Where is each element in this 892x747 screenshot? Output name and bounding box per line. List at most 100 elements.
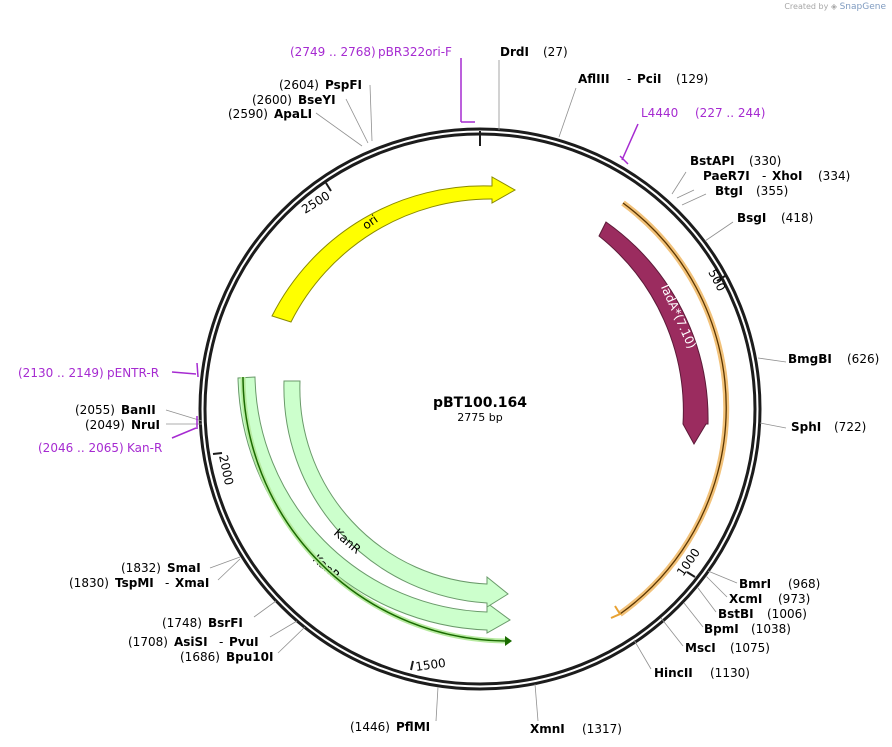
svg-text:(1830): (1830) — [69, 576, 109, 590]
site-afliii-pcii[interactable]: AflIII - PciI (129) — [578, 72, 708, 86]
feature-ori[interactable] — [271, 176, 517, 323]
svg-text:HincII: HincII — [654, 666, 693, 680]
svg-text:BsrFI: BsrFI — [208, 616, 243, 630]
svg-text:AflIII: AflIII — [578, 72, 610, 86]
svg-text:(1317): (1317) — [582, 722, 622, 736]
svg-text:(355): (355) — [756, 184, 788, 198]
svg-text:(334): (334) — [818, 169, 850, 183]
svg-text:XcmI: XcmI — [729, 592, 762, 606]
svg-text:L4440: L4440 — [641, 106, 678, 120]
site-xmni[interactable]: XmnI (1317) — [530, 722, 622, 736]
svg-text:AsiSI: AsiSI — [174, 635, 208, 649]
svg-text:Kan-R: Kan-R — [127, 441, 162, 455]
svg-text:-: - — [627, 72, 631, 86]
svg-text:pBR322ori-F: pBR322ori-F — [378, 45, 452, 59]
svg-text:(1686): (1686) — [180, 650, 220, 664]
tick-2000: 2000 — [212, 452, 236, 487]
svg-text:2000: 2000 — [216, 454, 236, 487]
svg-text:BseYI: BseYI — [298, 93, 336, 107]
site-apali[interactable]: (2590) ApaLI — [228, 107, 312, 121]
primer-markers — [171, 58, 639, 439]
site-smai[interactable]: (1832) SmaI — [121, 561, 201, 575]
site-sphi[interactable]: SphI (722) — [791, 420, 866, 434]
site-nrui[interactable]: (2049) NruI — [85, 418, 160, 432]
svg-text:DrdI: DrdI — [500, 45, 529, 59]
primer-pbr322ori-f[interactable]: (2749 .. 2768) pBR322ori-F — [290, 45, 452, 59]
svg-text:-: - — [219, 635, 223, 649]
svg-text:BtgI: BtgI — [715, 184, 743, 198]
site-pflmi[interactable]: (1446) PflMI — [350, 720, 430, 734]
site-bsrfi[interactable]: (1748) BsrFI — [162, 616, 243, 630]
svg-text:(330): (330) — [749, 154, 781, 168]
svg-text:BanII: BanII — [121, 403, 156, 417]
site-bsgi[interactable]: BsgI (418) — [737, 211, 813, 225]
site-drdi[interactable]: DrdI (27) — [500, 45, 568, 59]
svg-text:(1075): (1075) — [730, 641, 770, 655]
feature-kanr-inner[interactable] — [283, 380, 509, 608]
svg-text:(227 .. 244): (227 .. 244) — [695, 106, 765, 120]
svg-text:(2590): (2590) — [228, 107, 268, 121]
site-bpmi[interactable]: BpmI (1038) — [704, 622, 791, 636]
svg-text:(1708): (1708) — [128, 635, 168, 649]
svg-text:(1130): (1130) — [710, 666, 750, 680]
svg-text:(973): (973) — [778, 592, 810, 606]
svg-text:(2130 .. 2149): (2130 .. 2149) — [18, 366, 104, 380]
site-btgi[interactable]: BtgI (355) — [715, 184, 788, 198]
backbone-outer — [198, 127, 762, 691]
svg-text:SphI: SphI — [791, 420, 821, 434]
site-bpu10i[interactable]: (1686) Bpu10I — [180, 650, 273, 664]
snapgene-logo-icon: ◈ — [830, 2, 838, 11]
svg-text:NruI: NruI — [131, 418, 160, 432]
site-bseyi[interactable]: (2600) BseYI — [252, 93, 336, 107]
svg-text:1500: 1500 — [414, 656, 446, 674]
svg-text:PspFI: PspFI — [325, 78, 362, 92]
site-paer7i-xhoi[interactable]: PaeR7I - XhoI (334) — [703, 169, 850, 183]
site-bstapi[interactable]: BstAPI (330) — [690, 154, 781, 168]
svg-text:BmrI: BmrI — [739, 577, 771, 591]
svg-text:(722): (722) — [834, 420, 866, 434]
svg-text:BmgBI: BmgBI — [788, 352, 832, 366]
plasmid-length: 2775 bp — [457, 411, 502, 424]
tick-1500: 1500 — [410, 656, 447, 674]
primer-kan-r[interactable]: (2046 .. 2065) Kan-R — [38, 441, 162, 455]
site-asisi-pvui[interactable]: (1708) AsiSI - PvuI — [128, 635, 259, 649]
svg-text:XmnI: XmnI — [530, 722, 565, 736]
svg-text:(2600): (2600) — [252, 93, 292, 107]
svg-text:ApaLI: ApaLI — [274, 107, 312, 121]
site-banii[interactable]: (2055) BanII — [75, 403, 156, 417]
site-xcmi[interactable]: XcmI (973) — [729, 592, 810, 606]
svg-text:BpmI: BpmI — [704, 622, 739, 636]
svg-text:pENTR-R: pENTR-R — [107, 366, 159, 380]
site-hincii[interactable]: HincII (1130) — [654, 666, 750, 680]
svg-text:(2749 .. 2768): (2749 .. 2768) — [290, 45, 376, 59]
site-pspfi[interactable]: (2604) PspFI — [279, 78, 362, 92]
svg-text:(1006): (1006) — [767, 607, 807, 621]
site-bmgbi[interactable]: BmgBI (626) — [788, 352, 879, 366]
svg-text:BstAPI: BstAPI — [690, 154, 735, 168]
svg-text:(129): (129) — [676, 72, 708, 86]
svg-text:(1832): (1832) — [121, 561, 161, 575]
svg-text:(418): (418) — [781, 211, 813, 225]
svg-text:Bpu10I: Bpu10I — [226, 650, 273, 664]
site-bstbi[interactable]: BstBI (1006) — [718, 607, 807, 621]
svg-text:MscI: MscI — [685, 641, 716, 655]
orf-tada-arrowhead — [610, 605, 622, 619]
primer-l4440[interactable]: L4440 (227 .. 244) — [641, 106, 765, 120]
primer-pentr-r[interactable]: (2130 .. 2149) pENTR-R — [18, 366, 159, 380]
svg-text:(626): (626) — [847, 352, 879, 366]
svg-text:PciI: PciI — [637, 72, 662, 86]
feature-tada[interactable] — [598, 221, 709, 446]
svg-text:(27): (27) — [543, 45, 568, 59]
svg-text:XhoI: XhoI — [772, 169, 803, 183]
site-msci[interactable]: MscI (1075) — [685, 641, 770, 655]
svg-text:-: - — [762, 169, 766, 183]
site-tspmi-xmai[interactable]: (1830) TspMI - XmaI — [69, 576, 209, 590]
plasmid-name: pBT100.164 — [433, 395, 527, 411]
snapgene-credit: Created by ◈ SnapGene — [784, 2, 886, 12]
svg-text:BstBI: BstBI — [718, 607, 754, 621]
svg-text:PaeR7I: PaeR7I — [703, 169, 750, 183]
svg-text:-: - — [165, 576, 169, 590]
svg-text:(2046 .. 2065): (2046 .. 2065) — [38, 441, 124, 455]
svg-text:(2604): (2604) — [279, 78, 319, 92]
site-bmri[interactable]: BmrI (968) — [739, 577, 820, 591]
